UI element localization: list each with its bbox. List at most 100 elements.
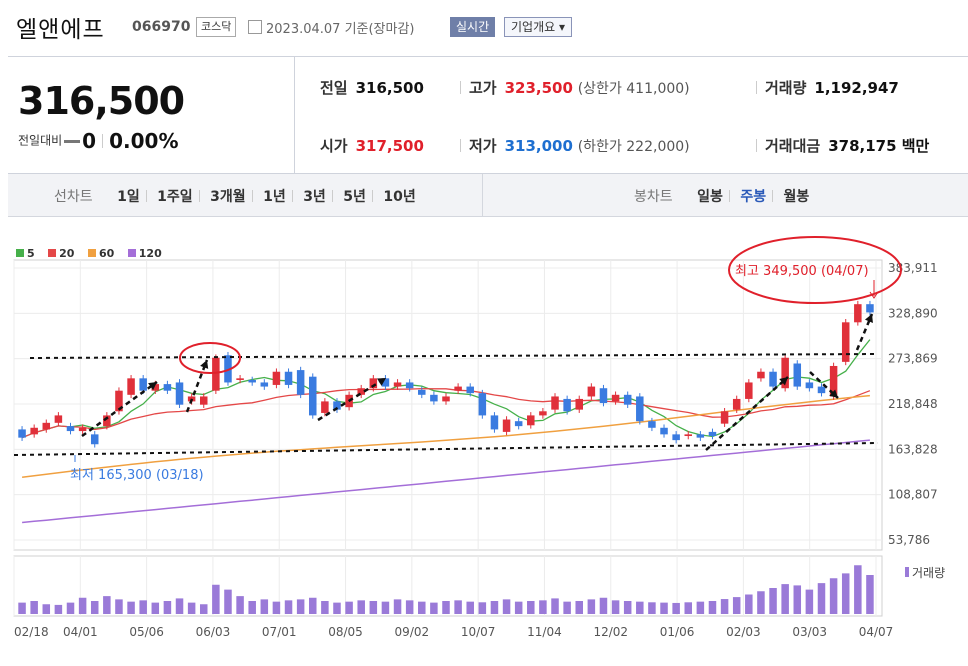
candle-body — [502, 419, 511, 432]
open-value: 317,500 — [355, 137, 424, 155]
candle-body — [260, 382, 269, 387]
candle-body — [587, 386, 596, 397]
volume-bar — [732, 597, 741, 614]
volume-bar — [502, 599, 511, 614]
candle-body — [466, 386, 474, 394]
candle-body — [696, 434, 705, 438]
tab-5y[interactable]: 5년 — [343, 189, 366, 205]
candle-body — [236, 378, 244, 380]
candle-chart-label: 봉차트 — [634, 189, 673, 205]
volume-bar — [345, 601, 353, 614]
volume-bar — [563, 601, 571, 614]
volume-bar — [575, 601, 583, 614]
trend-arrow-head — [200, 360, 209, 369]
volume-bar — [381, 601, 390, 614]
volume-bar — [866, 575, 874, 614]
volume-bar — [90, 601, 99, 614]
candle-body — [611, 394, 620, 402]
tab-3m[interactable]: 3개월 — [210, 189, 246, 205]
candle-body — [418, 389, 426, 395]
volume-bar — [696, 601, 705, 614]
candle-body — [321, 401, 329, 413]
tab-weekly[interactable]: 주봉 — [740, 189, 767, 205]
line-chart-tabs: 선차트 1일 1주일 3개월 1년 3년 5년 10년 — [54, 186, 422, 206]
company-overview-button[interactable]: 기업개요 ▾ — [504, 17, 572, 37]
trend-arrow-line — [317, 376, 387, 422]
candle-body — [163, 384, 172, 391]
amount-cell: 거래대금 378,175 백만 — [756, 135, 929, 156]
volume-bar — [660, 602, 668, 614]
amount-value: 378,175 백만 — [828, 137, 930, 155]
x-tick-label: 06/03 — [196, 625, 231, 639]
high-label: 고가 — [469, 79, 497, 97]
volume-bar — [587, 599, 596, 614]
candle-body — [781, 357, 789, 389]
volume-bar — [393, 599, 402, 614]
x-tick-label: 11/04 — [527, 625, 562, 639]
change-label: 전일대비 — [18, 133, 63, 148]
candle-body — [199, 396, 208, 405]
candle-body — [393, 382, 402, 387]
x-tick-label: 04/07 — [859, 625, 894, 639]
volume-bar — [623, 601, 632, 614]
candle-body — [272, 371, 281, 385]
candle-body — [430, 394, 438, 402]
high-annotation: 최고 349,500 (04/07) — [735, 264, 869, 279]
low-annotation: 최저 165,300 (03/18) — [70, 468, 204, 483]
candle-body — [127, 378, 135, 395]
ma120-line — [22, 439, 870, 524]
tab-monthly[interactable]: 월봉 — [783, 189, 810, 205]
volume-bar — [66, 602, 75, 614]
volume-bar — [296, 599, 305, 614]
candle-body — [115, 390, 123, 412]
candle-body — [514, 421, 523, 427]
trend-arrow-line — [81, 380, 158, 438]
candle-body — [175, 382, 184, 405]
low-label: 저가 — [469, 137, 497, 155]
price-change: 전일대비 0 0.00% — [18, 129, 178, 153]
x-tick-label: 02/18 — [14, 625, 49, 639]
volume-bar — [757, 591, 765, 614]
candle-body — [478, 393, 487, 416]
tab-3y[interactable]: 3년 — [303, 189, 326, 205]
candle-body — [660, 427, 668, 435]
tab-1d[interactable]: 1일 — [117, 189, 140, 205]
chart-tabs: 선차트 1일 1주일 3개월 1년 3년 5년 10년 봉차트 일봉 주봉 월봉 — [8, 174, 968, 217]
trend-arrow-line — [185, 359, 209, 413]
lower-limit: (하한가 222,000) — [577, 139, 690, 155]
tab-10y[interactable]: 10년 — [383, 189, 416, 205]
tab-1w[interactable]: 1주일 — [157, 189, 193, 205]
candle-body — [551, 396, 559, 410]
realtime-button[interactable]: 실시간 — [450, 17, 496, 37]
candle-body — [599, 388, 608, 404]
volume-bar — [163, 601, 172, 614]
ma-legend: 5 20 60 120 — [16, 247, 172, 260]
volume-bar — [54, 604, 63, 614]
y-tick-label: 383,911 — [888, 261, 938, 275]
volume-bar — [357, 600, 365, 614]
trend-arrow-line — [855, 313, 874, 351]
volume-bar — [769, 588, 777, 614]
tab-daily[interactable]: 일봉 — [697, 189, 723, 205]
ma60-line — [22, 394, 870, 478]
volume-bar — [212, 584, 220, 614]
volume-bar — [224, 589, 232, 614]
tab-1y[interactable]: 1년 — [263, 189, 286, 205]
x-tick-label: 10/07 — [461, 625, 496, 639]
candle-body — [732, 398, 741, 410]
x-tick-label: 12/02 — [593, 625, 628, 639]
volume-bar — [539, 600, 547, 614]
candle-body — [212, 357, 220, 391]
candle-body — [745, 382, 753, 399]
candle-body — [684, 434, 693, 437]
candle-body — [757, 371, 765, 379]
candle-body — [42, 422, 51, 430]
candle-body — [623, 394, 632, 405]
candle-body — [720, 411, 729, 424]
candle-body — [90, 434, 99, 445]
support-line — [13, 442, 879, 456]
volume-bar — [333, 602, 341, 614]
price-summary: 316,500 전일대비 0 0.00% 전일 316,500 고가 323,500 (… — [8, 56, 968, 174]
volume-bar — [103, 596, 111, 614]
x-tick-label: 02/03 — [726, 625, 761, 639]
